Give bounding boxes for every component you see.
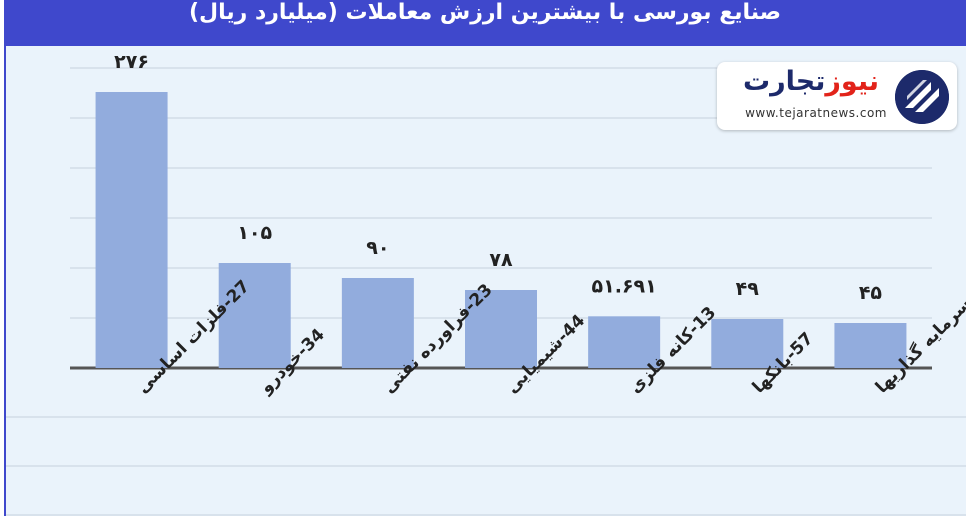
chart-title: صنایع بورسی با بیشترین ارزش معاملات (میل…	[188, 0, 781, 25]
data-label: ۲۷۶	[114, 51, 149, 73]
chart-header: صنایع بورسی با بیشترین ارزش معاملات (میل…	[4, 0, 966, 46]
data-labels: ۲۷۶ ۱۰۵ ۹۰ ۷۸ ۵۱.۶۹۱ ۴۹ ۴۵	[114, 51, 882, 304]
tejaratnews-logo: نیوزتجارت www.tejaratnews.com	[717, 62, 957, 130]
plot-left-border	[4, 46, 6, 516]
logo-brand-text: نیوزتجارت	[743, 66, 879, 98]
logo-mark-icon	[895, 70, 949, 124]
bar	[834, 323, 907, 368]
bar	[218, 263, 291, 368]
bars	[95, 92, 907, 368]
logo-brand-part1: تجارت	[742, 66, 826, 97]
data-label: ۷۸	[489, 249, 513, 271]
logo-brand-part2: نیوز	[825, 66, 879, 97]
data-label: ۱۰۵	[237, 222, 272, 244]
bar	[711, 319, 784, 368]
bar	[588, 316, 661, 368]
bar	[95, 92, 168, 368]
bar	[341, 278, 414, 368]
data-label: ۹۰	[366, 237, 389, 259]
bar	[465, 290, 537, 368]
data-label: ۴۹	[736, 278, 760, 300]
data-label: ۵۱.۶۹۱	[592, 275, 657, 297]
data-label: ۴۵	[859, 282, 883, 304]
logo-url: www.tejaratnews.com	[745, 106, 887, 120]
